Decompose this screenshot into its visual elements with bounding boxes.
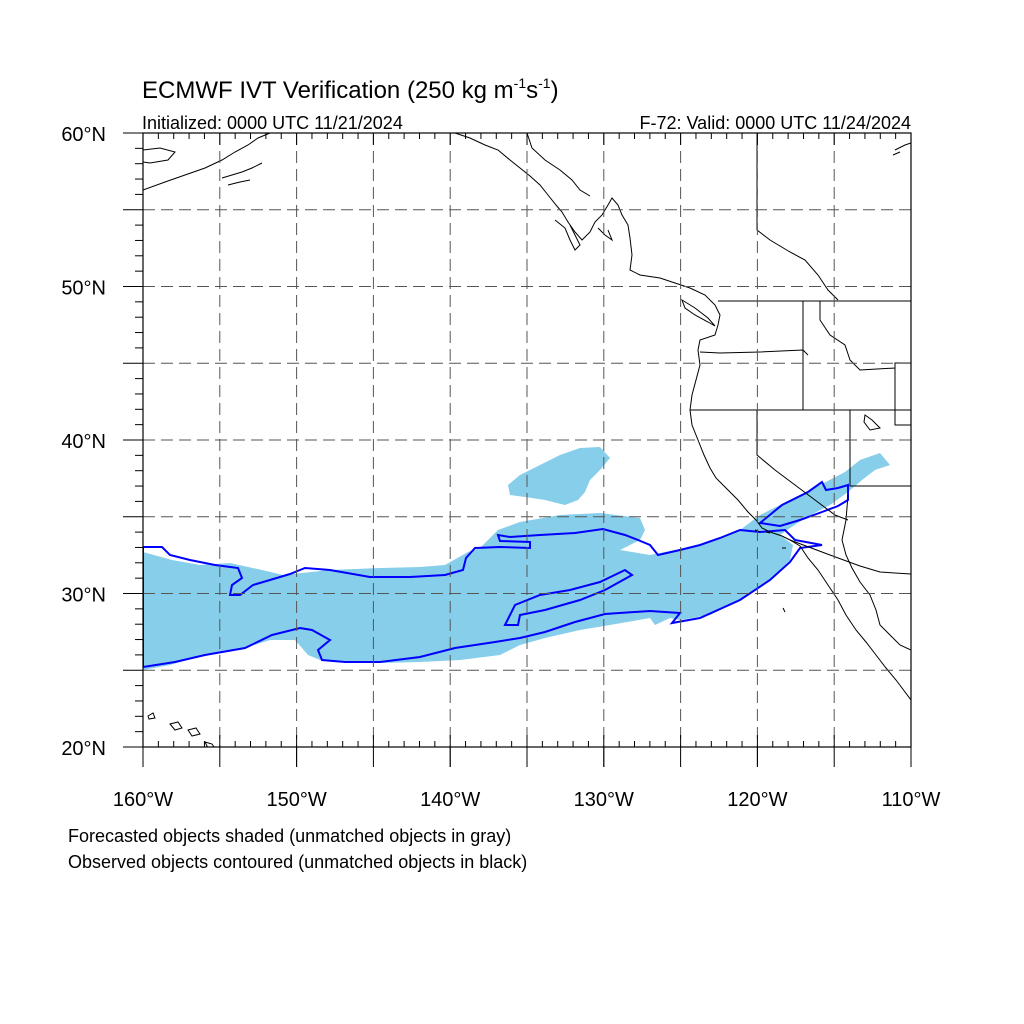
lat-lon-gridlines — [143, 133, 911, 747]
us-west-coast — [689, 324, 911, 701]
footer-note-observed: Observed objects contoured (unmatched ob… — [68, 852, 528, 872]
lon-tick-label: 160°W — [113, 789, 173, 811]
nevada-utah-border — [849, 410, 911, 487]
alaska-panhandle-coast — [454, 133, 721, 326]
montana-border — [894, 363, 911, 426]
lat-tick-label: 30°N — [61, 585, 106, 607]
map-title: ECMWF IVT Verification (250 kg m-1s-1) — [142, 75, 559, 104]
observed-object-east — [757, 480, 849, 528]
lon-tick-label: 130°W — [574, 789, 634, 811]
observed-object-outline — [143, 527, 823, 669]
lat-tick-labels: 20°N 30°N 40°N 50°N 60°N — [61, 124, 106, 760]
hawaii-islands — [147, 712, 215, 747]
observed-objects — [143, 480, 849, 669]
great-salt-lake — [863, 414, 882, 431]
lat-tick-label: 20°N — [61, 738, 106, 760]
lon-tick-label: 150°W — [266, 789, 326, 811]
lon-tick-label: 110°W — [882, 789, 941, 811]
us-mexico-border — [789, 539, 911, 575]
lat-tick-label: 40°N — [61, 431, 106, 453]
bc-alberta-border — [756, 133, 839, 301]
vancouver-island — [681, 298, 716, 327]
forecast-objects — [143, 447, 890, 670]
lat-tick-label: 60°N — [61, 124, 106, 146]
forecast-object-north — [508, 447, 610, 505]
baja-gulf-coast — [841, 494, 911, 651]
washington-oregon-border — [699, 349, 809, 356]
alaska-coast — [143, 133, 271, 191]
valid-label: F-72: Valid: 0000 UTC 11/24/2024 — [640, 113, 912, 133]
observed-inner-band — [503, 568, 634, 626]
lat-tick-label: 50°N — [61, 278, 106, 300]
alaska-islands — [221, 162, 263, 186]
california-nevada-border — [756, 410, 849, 521]
lon-tick-label: 140°W — [420, 789, 480, 811]
bc-islands — [554, 219, 614, 251]
footer-note-forecast: Forecasted objects shaded (unmatched obj… — [68, 826, 512, 846]
initialized-label: Initialized: 0000 UTC 11/21/2024 — [142, 113, 403, 133]
axis-ticks — [123, 132, 912, 767]
lon-tick-labels: 160°W 150°W 140°W 130°W 120°W 110°W — [113, 789, 941, 811]
canada-northeast-coast — [892, 142, 911, 156]
alaska-canada-border — [526, 133, 591, 197]
lon-tick-label: 120°W — [727, 789, 787, 811]
alaska-coast — [143, 147, 176, 164]
